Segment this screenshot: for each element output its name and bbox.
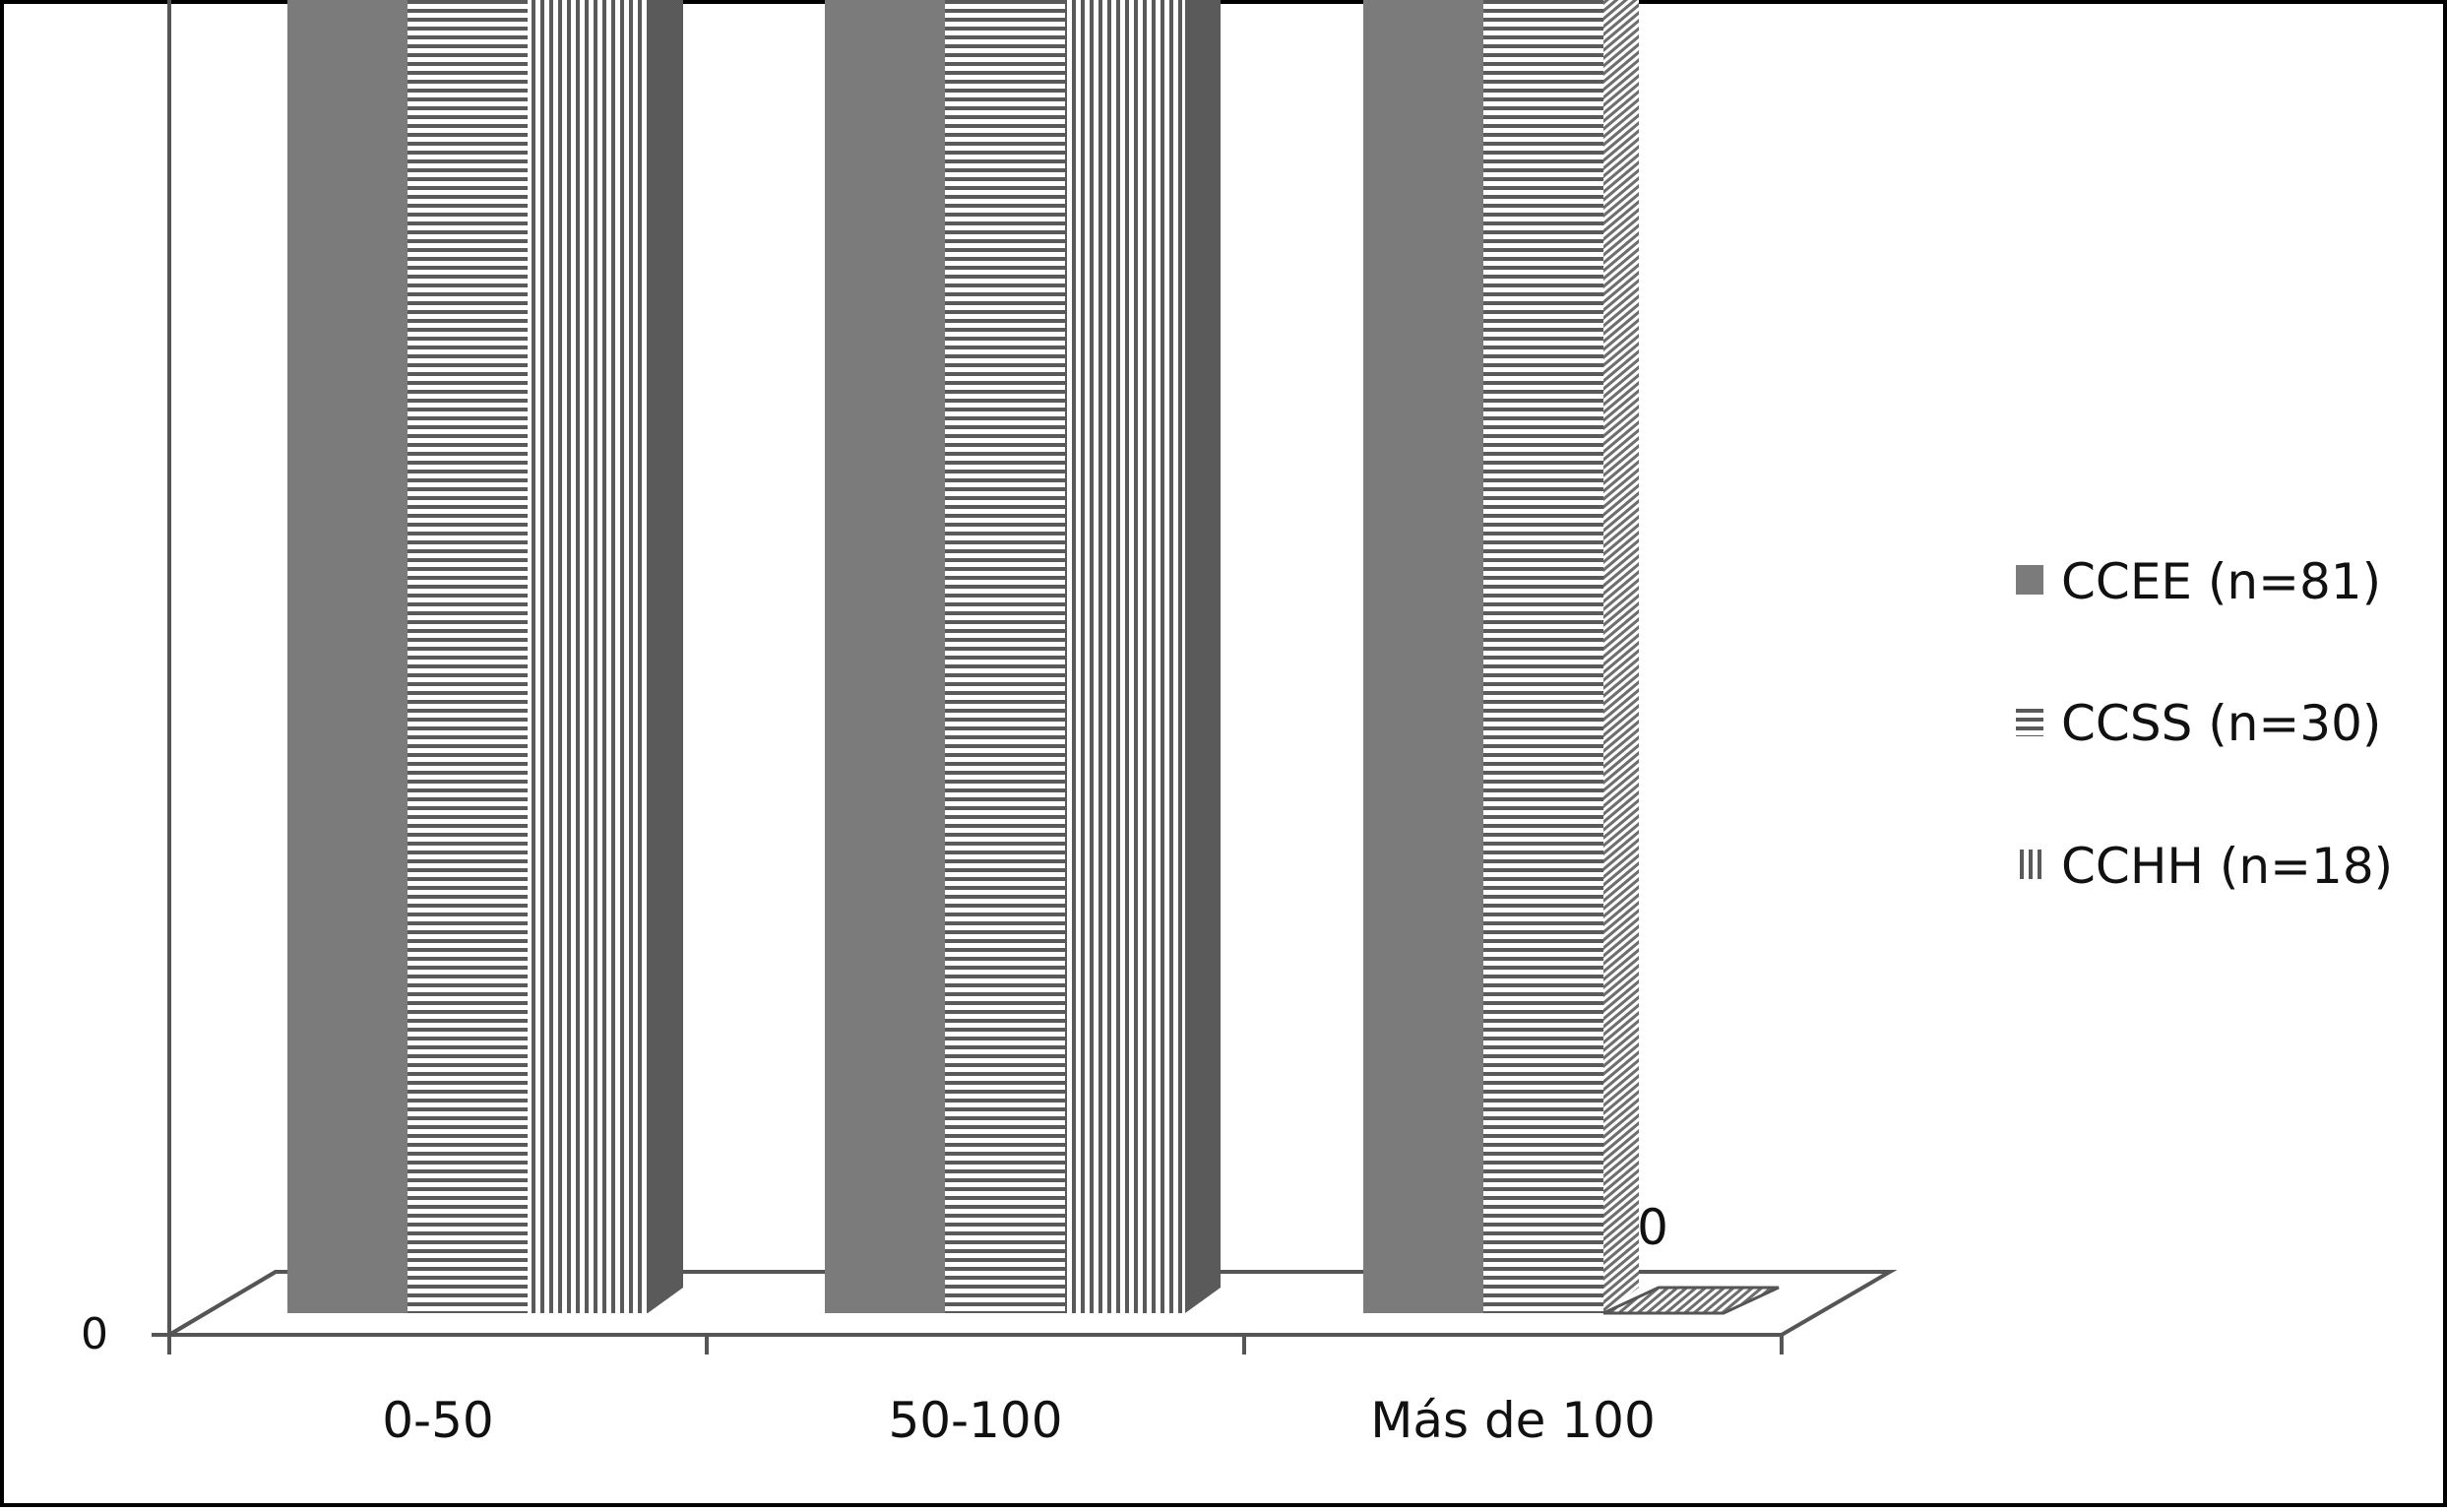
bar-front <box>528 0 648 1313</box>
bar <box>1602 1286 1780 1315</box>
bar-side <box>1185 0 1221 1313</box>
x-tick-label: 0-50 <box>382 1392 493 1449</box>
data-label: 0 <box>1637 1199 1668 1256</box>
bar-front <box>1483 0 1603 1313</box>
x-tick-label: 50-100 <box>888 1392 1062 1449</box>
bar-front <box>1363 0 1483 1313</box>
bar <box>528 0 683 1313</box>
data-labels: 34.5653.3361.1141.973022.2223.45100 <box>1637 1199 1668 1256</box>
bar-side <box>648 0 683 1313</box>
bar-front <box>408 0 528 1313</box>
legend-swatch <box>2016 565 2043 595</box>
x-tick-label: Más de 100 <box>1370 1392 1656 1449</box>
legend-label: CCSS (n=30) <box>2061 695 2381 752</box>
bar-front <box>825 0 945 1313</box>
legend-item: CCHH (n=18) <box>2016 838 2393 895</box>
bar-zero <box>1602 1286 1780 1315</box>
bar-front <box>287 0 408 1313</box>
legend: CCEE (n=81) CCSS (n=30) CCHH (n=18) <box>2016 553 2393 895</box>
y-tick-label: 0 <box>81 1309 108 1359</box>
bar-front <box>945 0 1065 1313</box>
bar <box>1483 0 1639 1313</box>
legend-label: CCEE (n=81) <box>2061 553 2381 610</box>
legend-item: CCSS (n=30) <box>2016 695 2381 752</box>
legend-label: CCHH (n=18) <box>2061 838 2393 895</box>
legend-item: CCEE (n=81) <box>2016 553 2381 610</box>
legend-swatch <box>2016 850 2043 879</box>
legend-swatch <box>2016 707 2043 736</box>
bar-front <box>1065 0 1185 1313</box>
bar <box>1065 0 1221 1313</box>
bars <box>287 0 1780 1315</box>
bar-side <box>1603 0 1639 1313</box>
